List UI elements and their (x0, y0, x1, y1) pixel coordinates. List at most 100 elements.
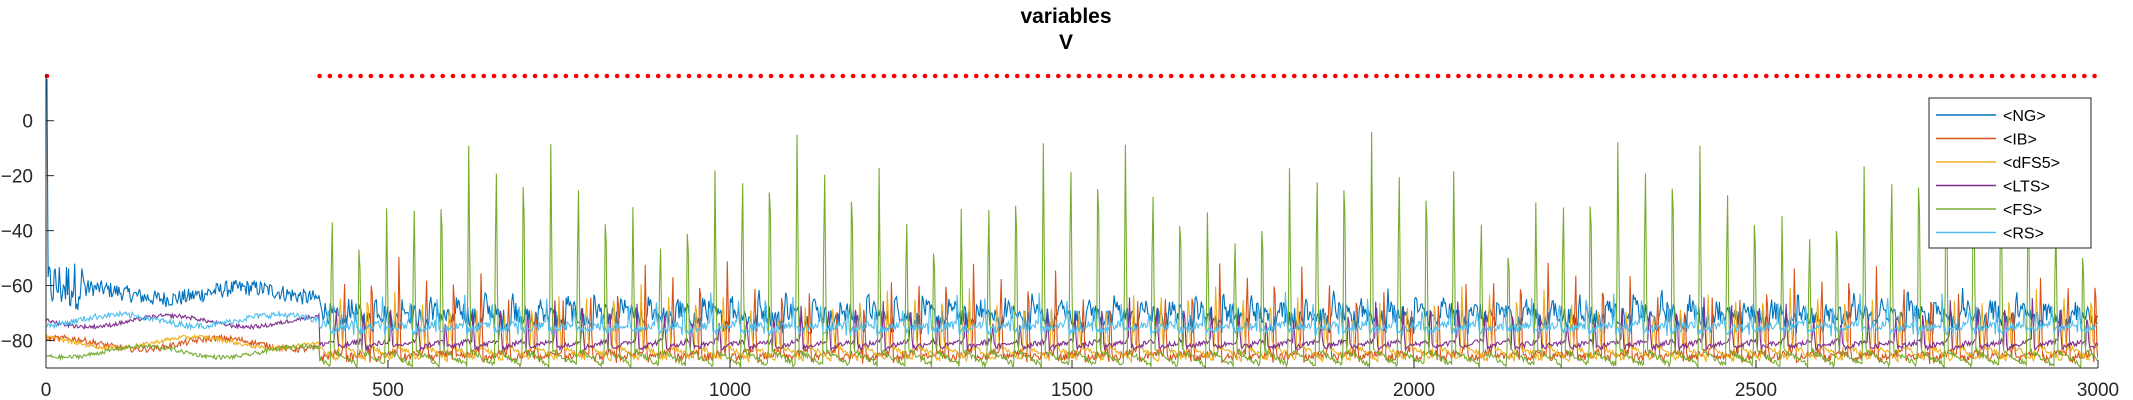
stimulus-dot (1045, 73, 1051, 79)
stimulus-dot (1271, 73, 1277, 79)
stimulus-dot (1825, 73, 1831, 79)
stimulus-dot (1538, 73, 1543, 79)
stimulus-dot (1220, 73, 1225, 79)
stimulus-dot (491, 73, 497, 79)
stimulus-dot (1374, 73, 1379, 79)
stimulus-dot (440, 73, 446, 79)
stimulus-dot (368, 73, 374, 79)
stimulus-dot (1712, 73, 1718, 79)
stimulus-dot (1240, 73, 1246, 79)
chart-subtitle: V (1059, 31, 1073, 54)
series-group (46, 78, 2098, 368)
stimulus-dot (1466, 73, 1472, 79)
y-axis-ticks: 0 −20 −40 −60 −80 (1, 112, 54, 353)
stimulus-dot (501, 73, 507, 79)
stimulus-dot (543, 73, 548, 79)
stimulus-dot (317, 73, 322, 79)
stimulus-dot (984, 73, 989, 79)
stimulus-dot (522, 73, 528, 79)
stimulus-dot (1209, 73, 1215, 79)
stimulus-dot (2040, 73, 2046, 79)
stimulus-marker (44, 73, 2097, 79)
stimulus-dot (696, 73, 702, 79)
stimulus-dot (1640, 73, 1646, 79)
stimulus-dot (1517, 73, 1523, 79)
stimulus-dot (1610, 73, 1615, 79)
stimulus-dot (1743, 73, 1749, 79)
stimulus-dot (973, 73, 979, 79)
legend-label: <NG> (2003, 108, 2046, 125)
stimulus-dot (902, 73, 907, 79)
stimulus-dot (1805, 73, 1810, 79)
stimulus-dot (2061, 73, 2067, 79)
stimulus-dot (512, 73, 517, 79)
stimulus-dot (666, 73, 671, 79)
stimulus-dot (1527, 73, 1533, 79)
stimulus-dot (573, 73, 579, 79)
chart-title: variables (1020, 5, 1111, 28)
legend-label: <LTS> (2003, 179, 2050, 196)
y-tick-label: −40 (1, 222, 33, 243)
stimulus-dot (789, 73, 794, 79)
stimulus-dot (1384, 73, 1389, 79)
stimulus-dot (1917, 73, 1923, 79)
stimulus-dot (1569, 73, 1574, 79)
stimulus-dot (594, 73, 599, 79)
stimulus-dot (553, 73, 558, 79)
x-tick-label: 2000 (1393, 380, 1435, 400)
stimulus-dot (1897, 73, 1902, 79)
stimulus-dot (1620, 73, 1625, 79)
stimulus-dot (1548, 73, 1554, 79)
stimulus-dot (1333, 73, 1338, 79)
stimulus-dot (1107, 73, 1112, 79)
stimulus-dot (2020, 73, 2026, 79)
stimulus-dot (1794, 73, 1800, 79)
stimulus-dot (1066, 73, 1071, 79)
stimulus-dot (1476, 73, 1482, 79)
stimulus-dot (2051, 73, 2056, 79)
stimulus-dot (1579, 73, 1584, 79)
stimulus-dot (1415, 73, 1420, 79)
stimulus-dot (891, 73, 897, 79)
stimulus-dot (1835, 73, 1841, 79)
stimulus-dot (830, 73, 835, 79)
stimulus-dot (1661, 73, 1666, 79)
stimulus-dot (532, 73, 538, 79)
stimulus-dot (1958, 73, 1964, 79)
stimulus-dot (450, 73, 456, 79)
stimulus-dot (1784, 73, 1790, 79)
stimulus-dot (1035, 73, 1041, 79)
legend-box (1928, 97, 2092, 249)
stimulus-dot (1138, 73, 1143, 79)
stimulus-dot (1312, 73, 1318, 79)
stimulus-dot (1692, 73, 1697, 79)
stimulus-dot (840, 73, 846, 79)
stimulus-dot (1763, 73, 1769, 79)
stimulus-dot (1671, 73, 1677, 79)
stimulus-dot (737, 73, 743, 79)
stimulus-dot (1733, 73, 1738, 79)
stimulus-dot (1281, 73, 1287, 79)
stimulus-dot (1148, 73, 1153, 79)
stimulus-dot (1322, 73, 1328, 79)
stimulus-dot (686, 73, 692, 79)
stimulus-dot (1025, 73, 1030, 79)
stimulus-dot (460, 73, 466, 79)
stimulus-dot (1168, 73, 1174, 79)
stimulus-dot (850, 73, 856, 79)
stimulus-dot (2071, 73, 2077, 79)
stimulus-dot (1435, 73, 1441, 79)
stimulus-dot (1230, 73, 1236, 79)
legend: <NG> <IB> <dFS5> <LTS> <FS> <RS> (1928, 97, 2092, 249)
stimulus-dot (768, 73, 774, 79)
stimulus-dot (1999, 73, 2005, 79)
stimulus-dot (625, 73, 630, 79)
stimulus-dot (1425, 73, 1430, 79)
stimulus-dot (337, 73, 343, 79)
stimulus-dot (1558, 73, 1564, 79)
stimulus-dot (1086, 73, 1092, 79)
stimulus-dot (327, 73, 333, 79)
stimulus-dot (1887, 73, 1892, 79)
stimulus-dot (1928, 73, 1933, 79)
